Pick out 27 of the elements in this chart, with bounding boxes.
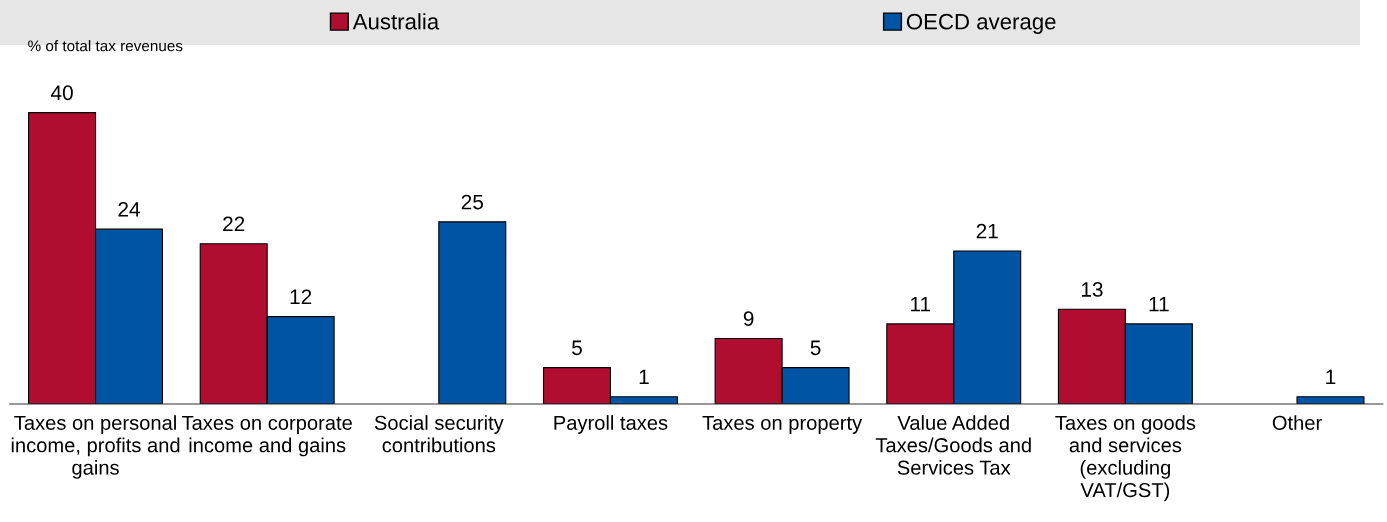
- legend-label: OECD average: [906, 13, 1056, 34]
- data-label: 5: [810, 340, 821, 356]
- data-label: 11: [911, 296, 931, 312]
- data-label: 12: [290, 289, 312, 304]
- legend-label: Australia: [352, 13, 440, 30]
- bar: [438, 221, 507, 405]
- data-label: 25: [461, 194, 483, 210]
- x-tick-label: Taxes on goods and services (excluding VAT/GST): [1055, 415, 1196, 502]
- x-tick-label: Taxes on corporate income and gains: [182, 415, 352, 457]
- data-label: 24: [118, 201, 140, 217]
- data-label: 5: [572, 340, 582, 356]
- y-axis-title: % of total tax revenues: [28, 40, 183, 52]
- x-tick-label: Taxes on property: [702, 415, 863, 434]
- data-label: 11: [1149, 296, 1169, 312]
- data-label: 21: [976, 223, 998, 239]
- data-label: 1: [1326, 369, 1336, 385]
- data-label: 40: [50, 85, 73, 101]
- data-label: 13: [1081, 282, 1103, 297]
- x-tick-label: Payroll taxes: [554, 415, 668, 434]
- data-label: 9: [743, 311, 754, 326]
- data-label: 22: [223, 216, 245, 232]
- x-tick-label: Other: [1272, 415, 1322, 430]
- data-label: 1: [639, 369, 649, 385]
- x-tick-label: Value Added Taxes/Goods and Services Tax: [875, 415, 1031, 475]
- bar: [1296, 396, 1365, 405]
- x-tick-label: Taxes on personal income, profits and gains: [11, 415, 180, 479]
- x-tick-label: Social security contributions: [374, 415, 504, 453]
